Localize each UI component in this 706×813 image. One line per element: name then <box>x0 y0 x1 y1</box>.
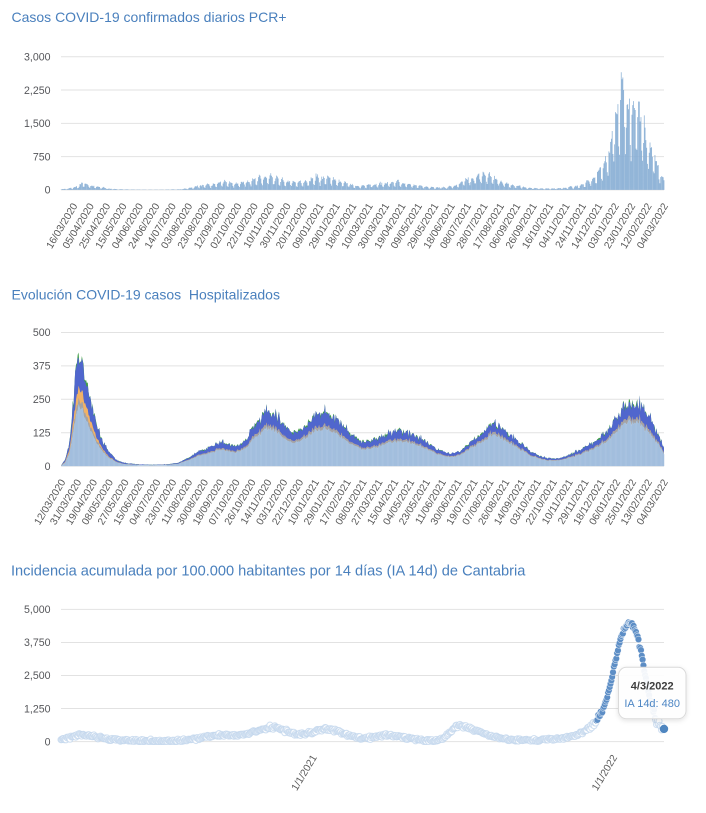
svg-text:250: 250 <box>33 394 51 406</box>
svg-text:750: 750 <box>33 151 51 163</box>
svg-text:IA 14d: 480: IA 14d: 480 <box>624 698 680 710</box>
svg-text:Casos COVID-19 confirmados dia: Casos COVID-19 confirmados diarios PCR+ <box>12 9 287 25</box>
svg-text:2,500: 2,500 <box>24 670 51 682</box>
svg-text:Incidencia acumulada por 100.0: Incidencia acumulada por 100.000 habitan… <box>11 564 526 580</box>
svg-text:5,000: 5,000 <box>24 604 51 616</box>
svg-text:Evolución COVID-19 casos Hosp: Evolución COVID-19 casos Hospitalizados <box>12 287 280 303</box>
svg-text:0: 0 <box>45 185 51 197</box>
svg-text:3,750: 3,750 <box>24 637 51 649</box>
svg-text:375: 375 <box>33 361 51 373</box>
svg-text:2,250: 2,250 <box>24 85 51 97</box>
svg-text:0: 0 <box>45 461 51 473</box>
svg-text:1,250: 1,250 <box>24 703 51 715</box>
svg-text:1,500: 1,500 <box>24 118 51 130</box>
svg-text:0: 0 <box>45 736 51 748</box>
svg-text:4/3/2022: 4/3/2022 <box>631 681 674 693</box>
svg-text:500: 500 <box>33 327 51 339</box>
svg-text:3,000: 3,000 <box>24 51 51 63</box>
svg-text:125: 125 <box>33 427 51 439</box>
